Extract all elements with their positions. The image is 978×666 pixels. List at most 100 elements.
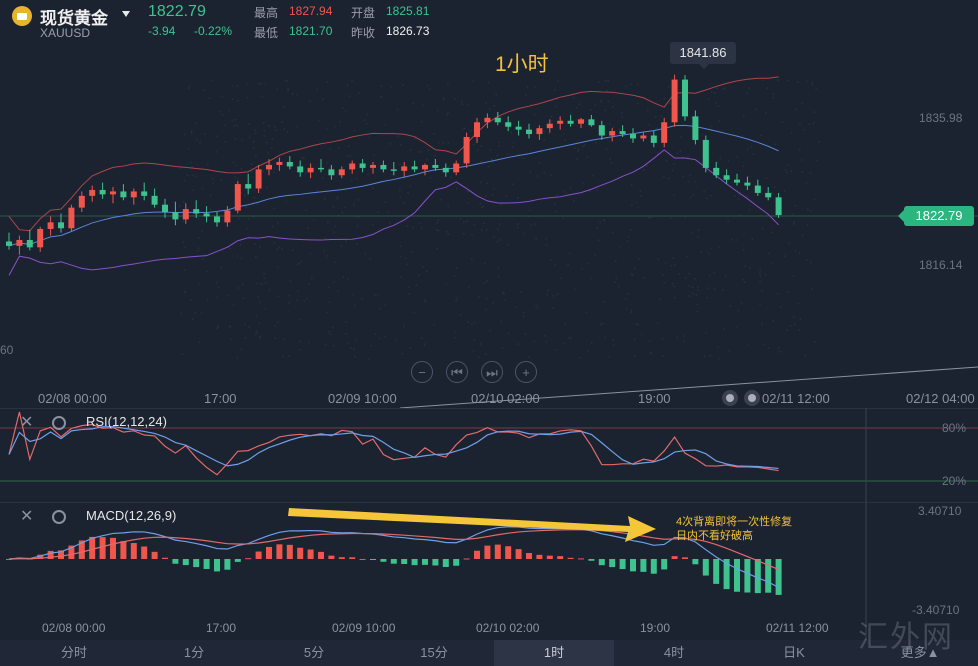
- map-dot: [550, 115, 553, 118]
- candle: [494, 117, 501, 123]
- map-dot: [197, 247, 200, 250]
- close-icon[interactable]: ✕: [20, 508, 34, 525]
- map-dot: [274, 325, 277, 328]
- symbol-title[interactable]: 现货黄金: [40, 9, 108, 28]
- map-dot: [801, 171, 804, 174]
- gear-icon[interactable]: [52, 416, 66, 430]
- map-dot: [200, 229, 203, 232]
- map-dot: [291, 93, 294, 96]
- tab-5min[interactable]: 5分: [303, 645, 325, 660]
- map-dot: [182, 240, 185, 243]
- map-dot: [224, 124, 227, 127]
- map-dot: [267, 151, 270, 154]
- map-dot: [326, 221, 329, 224]
- macd-bar: [702, 559, 709, 576]
- map-dot: [466, 190, 469, 193]
- map-dot: [238, 217, 241, 220]
- tab-intraday[interactable]: 分时: [60, 645, 87, 660]
- macd-bar: [609, 559, 616, 568]
- prev-close-value: 1826.73: [386, 24, 430, 38]
- candle: [390, 169, 397, 171]
- map-dot: [648, 123, 651, 126]
- map-dot: [601, 322, 604, 325]
- map-dot: [202, 257, 205, 260]
- macd-bar: [682, 557, 688, 559]
- map-dot: [239, 244, 242, 247]
- map-dot: [802, 128, 805, 131]
- chevron-down-icon[interactable]: [122, 11, 130, 17]
- price-axis-label: 60: [0, 343, 14, 357]
- scroll-end-button[interactable]: ⏭: [481, 361, 503, 383]
- map-dot: [707, 98, 710, 101]
- map-dot: [316, 189, 319, 192]
- map-dot: [562, 189, 565, 192]
- map-dot: [563, 139, 566, 142]
- map-dot: [568, 252, 571, 255]
- tab-4hour[interactable]: 4时: [663, 645, 685, 660]
- map-dot: [424, 341, 427, 344]
- map-dot: [707, 287, 710, 290]
- map-dot: [253, 196, 256, 199]
- map-dot: [472, 143, 475, 146]
- map-dot: [522, 157, 525, 160]
- map-dot: [696, 310, 699, 313]
- map-dot: [247, 326, 250, 329]
- map-dot: [682, 175, 685, 178]
- candle: [172, 212, 179, 220]
- map-dot: [717, 357, 720, 360]
- scroll-start-button[interactable]: ⏮: [446, 361, 468, 383]
- map-dot: [328, 301, 331, 304]
- zoom-out-button[interactable]: −: [411, 361, 433, 383]
- map-dot: [224, 141, 227, 144]
- map-dot: [462, 128, 465, 131]
- map-dot: [256, 282, 259, 285]
- map-dot: [258, 246, 261, 249]
- map-dot: [387, 211, 390, 214]
- map-dot: [806, 208, 809, 211]
- map-dot: [792, 315, 795, 318]
- map-dot: [687, 180, 690, 183]
- tab-daily[interactable]: 日K: [783, 645, 805, 660]
- candle: [6, 241, 12, 246]
- map-dot: [344, 320, 347, 323]
- map-dot: [342, 276, 345, 279]
- map-dot: [759, 275, 762, 278]
- map-dot: [190, 131, 193, 134]
- map-dot: [694, 181, 697, 184]
- map-dot: [353, 129, 356, 132]
- map-dot: [675, 336, 678, 339]
- tab-1hour[interactable]: 1时: [494, 640, 614, 666]
- drag-handle[interactable]: [744, 390, 760, 406]
- map-dot: [516, 343, 519, 346]
- map-dot: [536, 175, 539, 178]
- map-dot: [200, 312, 203, 315]
- map-dot: [812, 121, 815, 124]
- zoom-in-button[interactable]: +: [515, 361, 537, 383]
- map-dot: [259, 301, 262, 304]
- candle: [276, 162, 283, 165]
- map-dot: [496, 154, 499, 157]
- map-dot: [215, 150, 218, 153]
- close-icon[interactable]: ✕: [20, 414, 34, 431]
- map-dot: [321, 177, 324, 180]
- candlestick-chart[interactable]: [0, 44, 978, 409]
- map-dot: [455, 297, 458, 300]
- map-dot: [798, 148, 801, 151]
- map-dot: [363, 119, 366, 122]
- tab-15min[interactable]: 15分: [420, 645, 448, 660]
- gear-icon[interactable]: [52, 510, 66, 524]
- map-dot: [235, 164, 238, 167]
- map-dot: [262, 272, 265, 275]
- map-dot: [497, 275, 500, 278]
- map-dot: [609, 123, 612, 126]
- map-dot: [341, 211, 344, 214]
- map-dot: [495, 93, 498, 96]
- drag-handle[interactable]: [722, 390, 738, 406]
- map-dot: [583, 144, 586, 147]
- map-dot: [298, 261, 301, 264]
- map-dot: [183, 179, 186, 182]
- map-dot: [485, 228, 488, 231]
- tab-more[interactable]: 更多▲: [900, 645, 940, 660]
- map-dot: [516, 226, 519, 229]
- tab-1min[interactable]: 1分: [183, 645, 205, 660]
